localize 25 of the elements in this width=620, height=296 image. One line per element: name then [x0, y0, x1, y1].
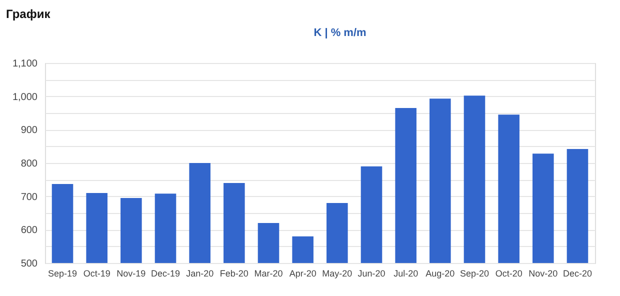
- y-tick-label: 500: [20, 258, 38, 270]
- x-tick-label: Mar-20: [254, 268, 283, 278]
- y-tick-label: 700: [20, 192, 38, 203]
- x-tick-label: Feb-20: [220, 268, 248, 278]
- y-tick-label: 1,000: [12, 92, 38, 103]
- y-tick-label: 600: [20, 225, 38, 236]
- x-tick-label: May-20: [322, 268, 352, 278]
- x-tick-label: Sep-19: [48, 268, 78, 278]
- x-tick-label: Oct-20: [495, 268, 522, 278]
- x-tick-label: Apr-20: [289, 268, 316, 278]
- x-tick-label: Aug-20: [426, 268, 455, 278]
- y-tick-label: 900: [20, 125, 38, 136]
- chart-title: График: [6, 7, 52, 21]
- y-tick-label: 1,100: [12, 58, 38, 70]
- x-tick-label: Nov-20: [528, 268, 558, 278]
- x-tick-label: Jun-20: [358, 268, 386, 278]
- x-tick-label: Oct-19: [83, 268, 110, 278]
- x-tick-label: Sep-20: [460, 268, 490, 278]
- x-tick-label: Dec-19: [151, 268, 180, 278]
- x-tick-label: Nov-19: [116, 268, 146, 278]
- x-tick-label: Dec-20: [562, 268, 592, 278]
- x-tick-label: Jan-20: [186, 268, 214, 278]
- text: K | % m/m: [314, 27, 367, 39]
- x-tick-label: Jul-20: [394, 268, 418, 278]
- y-tick-label: 800: [20, 158, 38, 170]
